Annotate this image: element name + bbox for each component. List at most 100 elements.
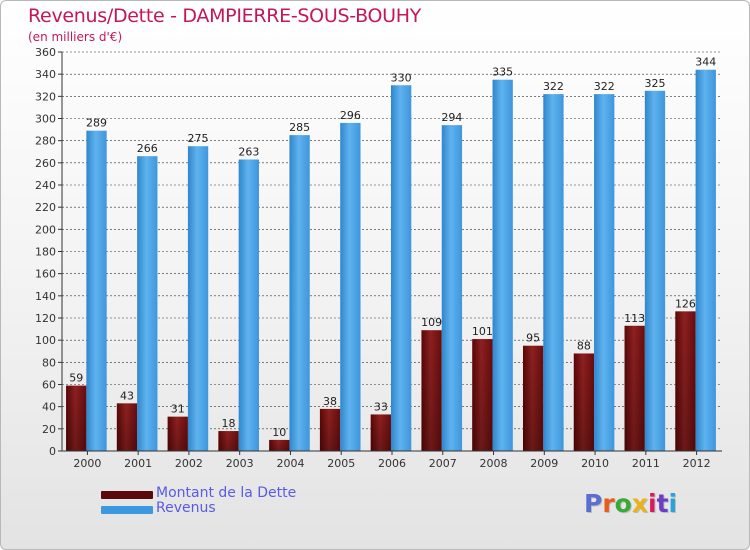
data-label-dette: 126	[675, 297, 696, 310]
data-label-dette: 18	[222, 417, 236, 430]
y-tick-label: 180	[35, 246, 56, 259]
x-tick-label: 2000	[73, 457, 101, 470]
x-tick-label: 2001	[124, 457, 152, 470]
bar-revenus	[86, 130, 107, 452]
y-tick-label: 80	[42, 356, 56, 369]
data-label-dette: 31	[171, 403, 185, 416]
bars	[66, 69, 716, 452]
data-label-dette: 95	[526, 332, 540, 345]
data-label-revenus: 263	[238, 146, 259, 159]
bar-revenus	[137, 156, 158, 451]
x-tick-label: 2005	[327, 457, 355, 470]
data-label-revenus: 296	[340, 109, 361, 122]
y-tick-label: 140	[35, 290, 56, 303]
axes	[61, 52, 722, 452]
y-tick-label: 20	[42, 423, 56, 436]
bar-revenus	[695, 69, 716, 451]
logo-letter: r	[602, 489, 615, 518]
bar-revenus	[644, 90, 666, 452]
x-tick-label: 2007	[429, 457, 457, 470]
y-tick-label: 320	[35, 90, 56, 103]
data-label-dette: 101	[472, 325, 493, 338]
legend-swatch-revenus	[101, 506, 153, 514]
logo-letter: P	[584, 489, 603, 518]
data-label-revenus: 289	[86, 117, 107, 130]
x-tick-label: 2012	[683, 457, 711, 470]
legend-swatch-dette	[101, 491, 153, 499]
y-tick-label: 40	[42, 401, 56, 414]
proxiti-logo: Proxiti	[584, 489, 677, 518]
data-label-dette: 109	[421, 316, 442, 329]
bar-revenus	[238, 159, 259, 451]
bar-revenus	[492, 79, 513, 451]
x-tick-label: 2004	[276, 457, 304, 470]
y-tick-label: 160	[35, 268, 56, 281]
bar-revenus	[340, 122, 361, 451]
logo-letter: i	[668, 489, 678, 518]
y-tick-label: 120	[35, 312, 56, 325]
x-tick-label: 2010	[581, 457, 609, 470]
y-tick-label: 340	[35, 68, 56, 81]
bar-dette-shade	[370, 414, 391, 451]
chart-subtitle: (en milliers d'€)	[28, 30, 123, 44]
data-labels: 59 289 43 266 31 275 18 263 10 285 38 296 33 330 109 29…	[69, 56, 716, 439]
chart-title: Revenus/Dette - DAMPIERRE-SOUS-BOUHY	[28, 5, 422, 27]
data-label-revenus: 344	[695, 56, 716, 69]
bar-dette-shade	[675, 311, 696, 451]
bar-revenus	[187, 146, 209, 452]
data-label-dette: 59	[69, 372, 83, 385]
y-tick-label: 360	[35, 46, 56, 59]
data-label-revenus: 322	[594, 80, 615, 93]
x-tick-label: 2008	[480, 457, 508, 470]
y-tick-label: 300	[35, 113, 56, 126]
logo-letter: x	[631, 489, 648, 518]
bar-dette-shade	[116, 403, 138, 451]
y-tick-label: 200	[35, 223, 56, 236]
logo-letter: t	[656, 489, 669, 518]
bar-dette-shade	[269, 439, 290, 451]
y-axis-ticks: 0 20 40 60 80 100 120 140 160 180 200 220 240 260 280 3…	[35, 46, 62, 458]
logo-letter: i	[648, 489, 657, 518]
bar-revenus	[594, 94, 615, 451]
bar-dette-shade	[218, 431, 239, 451]
logo-letter: o	[614, 489, 632, 518]
y-tick-label: 220	[35, 201, 56, 214]
x-tick-label: 2002	[175, 457, 203, 470]
data-label-revenus: 294	[441, 111, 462, 124]
data-label-revenus: 285	[289, 121, 310, 134]
legend-label-revenus: Revenus	[156, 500, 216, 516]
data-label-dette: 10	[272, 426, 286, 439]
bar-dette-shade	[522, 345, 544, 451]
y-tick-label: 100	[35, 334, 56, 347]
x-tick-label: 2011	[632, 457, 660, 470]
x-tick-label: 2009	[530, 457, 558, 470]
bar-revenus	[441, 125, 463, 452]
y-tick-label: 240	[35, 179, 56, 192]
data-label-dette: 33	[374, 400, 388, 413]
y-tick-label: 280	[35, 135, 56, 148]
y-tick-label: 60	[42, 379, 56, 392]
bar-revenus	[289, 135, 310, 451]
grid-lines	[62, 51, 722, 430]
bar-dette-shade	[472, 339, 493, 451]
bar-revenus	[543, 94, 564, 451]
data-label-dette: 88	[577, 339, 591, 352]
x-tick-label: 2006	[378, 457, 406, 470]
x-tick-label: 2003	[226, 457, 254, 470]
bar-revenus	[390, 85, 412, 451]
bar-dette-shade	[319, 408, 341, 451]
data-label-revenus: 275	[188, 132, 209, 145]
data-label-revenus: 335	[492, 66, 513, 79]
data-label-dette: 43	[120, 389, 134, 402]
bar-dette-shade	[66, 385, 87, 451]
y-tick-label: 0	[49, 445, 56, 458]
data-label-revenus: 325	[644, 77, 665, 90]
data-label-dette: 113	[624, 312, 645, 325]
data-label-revenus: 330	[391, 71, 412, 84]
bar-dette-shade	[624, 325, 645, 451]
data-label-revenus: 322	[543, 80, 564, 93]
bar-dette-shade	[167, 416, 188, 451]
legend-label-dette: Montant de la Dette	[156, 485, 297, 501]
y-tick-label: 260	[35, 157, 56, 170]
